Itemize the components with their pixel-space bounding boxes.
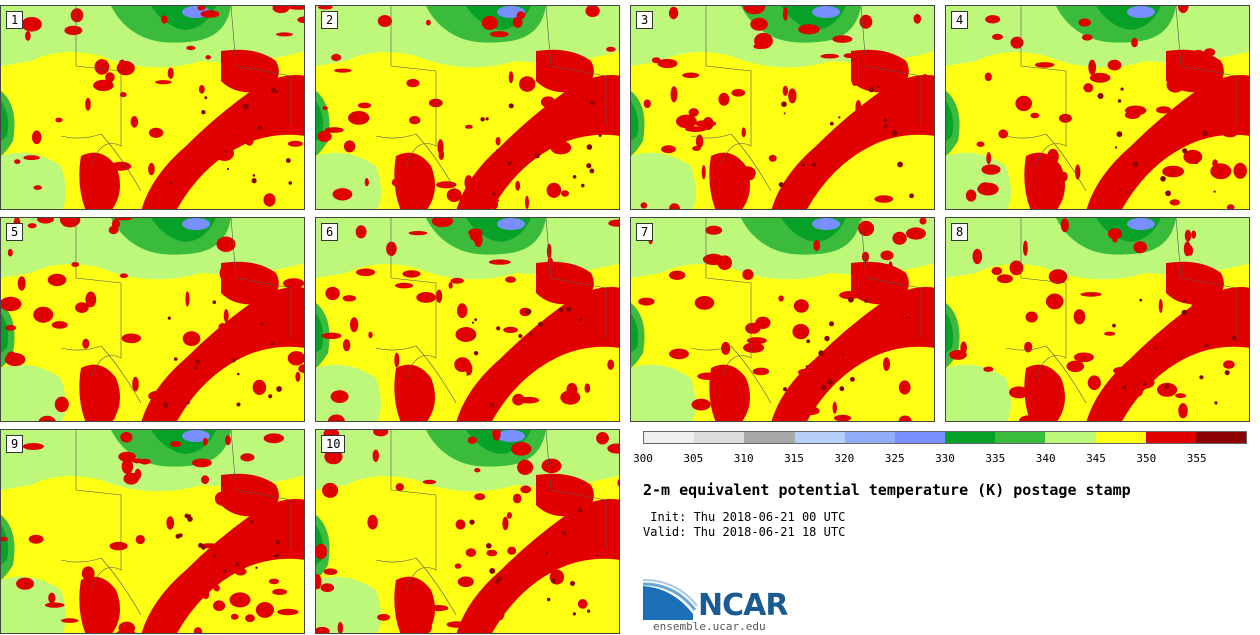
map-panel: 2 bbox=[315, 5, 620, 210]
member-number: 7 bbox=[636, 223, 654, 241]
colorbar-tick-label: 305 bbox=[683, 452, 704, 465]
member-number: 4 bbox=[951, 11, 969, 29]
theta-e-map bbox=[631, 218, 934, 421]
colorbar-tick-label: 310 bbox=[733, 452, 754, 465]
theta-e-map bbox=[316, 430, 619, 633]
colorbar-swatch bbox=[844, 432, 895, 443]
ncar-logo-icon bbox=[643, 579, 698, 620]
member-number: 6 bbox=[321, 223, 339, 241]
theta-e-map bbox=[316, 218, 619, 421]
map-panel: 7 bbox=[630, 217, 935, 422]
map-panel: 9 bbox=[0, 429, 305, 634]
member-number: 9 bbox=[6, 435, 24, 453]
theta-e-map bbox=[946, 6, 1249, 209]
colorbar-swatch bbox=[794, 432, 845, 443]
colorbar-tick-label: 335 bbox=[985, 452, 1006, 465]
theta-e-map bbox=[316, 6, 619, 209]
map-title: 2-m equivalent potential temperature (K)… bbox=[643, 481, 1131, 499]
colorbar-swatch bbox=[995, 432, 1046, 443]
map-panel: 1 bbox=[0, 5, 305, 210]
map-panel: 4 bbox=[945, 5, 1250, 210]
colorbar-swatch bbox=[1145, 432, 1196, 443]
colorbar-swatch bbox=[1095, 432, 1146, 443]
colorbar-swatch bbox=[744, 432, 795, 443]
colorbar-swatch bbox=[1195, 432, 1247, 443]
member-number: 10 bbox=[321, 435, 346, 453]
colorbar-swatch bbox=[644, 432, 695, 443]
ncar-logo-text: NCAR bbox=[698, 588, 788, 623]
colorbar-tick-label: 300 bbox=[633, 452, 653, 465]
member-number: 3 bbox=[636, 11, 654, 29]
theta-e-map bbox=[1, 430, 304, 633]
theta-e-map bbox=[1, 6, 304, 209]
member-number: 8 bbox=[951, 223, 969, 241]
colorbar bbox=[643, 431, 1247, 444]
member-number: 1 bbox=[6, 11, 24, 29]
map-panel: 10 bbox=[315, 429, 620, 634]
site-url: ensemble.ucar.edu bbox=[653, 620, 766, 633]
colorbar-swatch bbox=[945, 432, 996, 443]
valid-time: Valid: Thu 2018-06-21 18 UTC bbox=[643, 525, 846, 539]
map-panel: 6 bbox=[315, 217, 620, 422]
colorbar-tick-label: 345 bbox=[1086, 452, 1106, 465]
member-number: 5 bbox=[6, 223, 24, 241]
map-panel: 3 bbox=[630, 5, 935, 210]
theta-e-map bbox=[946, 218, 1249, 421]
colorbar-swatch bbox=[894, 432, 946, 443]
theta-e-map bbox=[1, 218, 304, 421]
colorbar-tick-label: 350 bbox=[1136, 452, 1157, 465]
colorbar-swatch bbox=[694, 432, 745, 443]
map-panel: 5 bbox=[0, 217, 305, 422]
colorbar-tick-label: 355 bbox=[1186, 452, 1207, 465]
colorbar-tick-label: 315 bbox=[784, 452, 804, 465]
colorbar-tick-label: 330 bbox=[935, 452, 955, 465]
map-panel: 8 bbox=[945, 217, 1250, 422]
colorbar-tick-label: 320 bbox=[834, 452, 855, 465]
member-number: 2 bbox=[321, 11, 339, 29]
colorbar-tick-label: 325 bbox=[884, 452, 905, 465]
init-time: Init: Thu 2018-06-21 00 UTC bbox=[643, 510, 846, 524]
colorbar-swatch bbox=[1045, 432, 1096, 443]
colorbar-tick-label: 340 bbox=[1035, 452, 1056, 465]
theta-e-map bbox=[631, 6, 934, 209]
